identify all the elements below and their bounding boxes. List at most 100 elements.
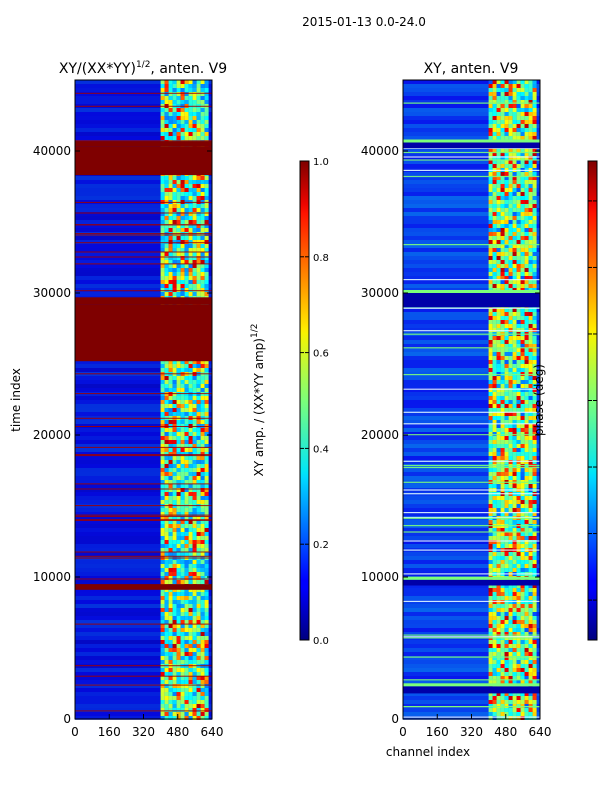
heatmap-cell (164, 124, 169, 128)
heatmap-cell (492, 376, 497, 380)
heatmap-cell (532, 612, 537, 616)
heatmap-cell (196, 436, 201, 440)
heatmap-cell (504, 564, 509, 568)
heatmap-cell (172, 380, 177, 384)
heatmap-cell (532, 240, 537, 244)
heatmap-row (403, 444, 540, 448)
heatmap-cell (512, 404, 517, 408)
heatmap-cell (188, 716, 193, 720)
heatmap-cell (164, 284, 169, 288)
heatmap-cell (508, 96, 513, 100)
heatmap-cell (532, 216, 537, 220)
heatmap-cell (516, 136, 521, 140)
heatmap-cell (160, 456, 165, 460)
heatmap-cell (500, 112, 505, 116)
heatmap-cell (176, 492, 181, 496)
heatmap-cell (508, 228, 513, 232)
heatmap-row (403, 612, 540, 616)
heatmap-cell (164, 500, 169, 504)
heatmap-cell (200, 496, 205, 500)
heatmap-cell (516, 496, 521, 500)
heatmap-cell (512, 100, 517, 104)
heatmap-cell (196, 512, 201, 516)
heatmap-cell (200, 692, 205, 696)
heatmap-cell (508, 528, 513, 532)
heatmap-cell (172, 604, 177, 608)
heatmap-cell (196, 640, 201, 644)
heatmap-cell (184, 376, 189, 380)
heatmap-cell (188, 404, 193, 408)
heatmap-cell (168, 604, 173, 608)
heatmap-cell (520, 312, 525, 316)
heatmap-cell (164, 700, 169, 704)
heatmap-cell (204, 636, 209, 640)
heatmap-cell (504, 208, 509, 212)
heatmap-cell (524, 412, 529, 416)
heatmap-cell (204, 360, 209, 364)
heatmap-cell (508, 356, 513, 360)
heatmap-cell (184, 604, 189, 608)
heatmap-cell (160, 100, 165, 104)
heatmap-cell (176, 408, 181, 412)
heatmap-cell (532, 552, 537, 556)
heatmap-cell (192, 692, 197, 696)
heatmap-row (403, 460, 540, 464)
heatmap-cell (488, 620, 493, 624)
heatmap-cell (516, 200, 521, 204)
heatmap-cell (180, 212, 185, 216)
heatmap-cell (172, 216, 177, 220)
heatmap-cell (528, 208, 533, 212)
heatmap-cell (200, 592, 205, 596)
heatmap-cell (516, 592, 521, 596)
heatmap-cell (492, 248, 497, 252)
heatmap-cell (164, 108, 169, 112)
heatmap-cell (200, 404, 205, 408)
heatmap-cell (512, 240, 517, 244)
heatmap-cell (504, 236, 509, 240)
heatmap-cell (192, 596, 197, 600)
heatmap-cell (492, 148, 497, 152)
heatmap-cell (512, 536, 517, 540)
heatmap-row (75, 136, 212, 140)
heatmap-cell (488, 504, 493, 508)
heatmap-cell (188, 440, 193, 444)
heatmap-cell (172, 440, 177, 444)
heatmap-cell (512, 496, 517, 500)
heatmap-cell (168, 120, 173, 124)
right-colorbar-label: phase (deg) (532, 364, 546, 436)
heatmap-cell (504, 512, 509, 516)
heatmap-cell (520, 504, 525, 508)
heatmap-row (403, 640, 540, 644)
heatmap-cell (188, 112, 193, 116)
heatmap-cell (160, 672, 165, 676)
heatmap-cell (200, 264, 205, 268)
heatmap-cell (180, 236, 185, 240)
heatmap-cell (488, 648, 493, 652)
heatmap-cell (492, 528, 497, 532)
heatmap-cell (192, 676, 197, 680)
heatmap-cell (528, 712, 533, 716)
heatmap-cell (160, 128, 165, 132)
heatmap-cell (176, 716, 181, 720)
heatmap-row (403, 280, 540, 284)
heatmap-streak (403, 636, 540, 638)
heatmap-cell (504, 668, 509, 672)
heatmap-cell (488, 112, 493, 116)
heatmap-cell (512, 220, 517, 224)
heatmap-cell (504, 232, 509, 236)
heatmap-cell (492, 204, 497, 208)
heatmap-cell (528, 188, 533, 192)
heatmap-cell (492, 276, 497, 280)
heatmap-cell (504, 504, 509, 508)
heatmap-cell (488, 384, 493, 388)
heatmap-cell (168, 264, 173, 268)
heatmap-cell (172, 480, 177, 484)
heatmap-cell (528, 504, 533, 508)
heatmap-cell (488, 544, 493, 548)
heatmap-cell (192, 496, 197, 500)
heatmap-cell (200, 448, 205, 452)
heatmap-cell (180, 644, 185, 648)
heatmap-cell (500, 188, 505, 192)
heatmap-cell (188, 480, 193, 484)
heatmap-cell (492, 708, 497, 712)
